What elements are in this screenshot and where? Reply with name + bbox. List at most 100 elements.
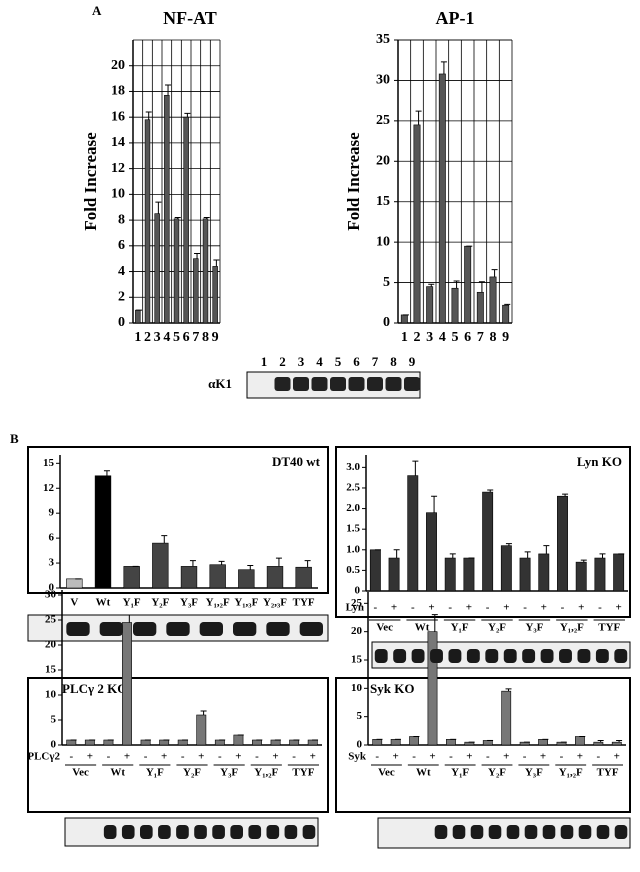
group-label: TYF (597, 767, 619, 779)
group-label: Y₁,₂F (560, 622, 584, 634)
blot-band (577, 649, 591, 663)
y-tick-label: 10 (45, 689, 57, 701)
group-label: Vec (378, 767, 395, 779)
x-tick-label: - (144, 751, 148, 763)
group-label: Y₁F (451, 767, 469, 779)
y-tick-label: 0 (383, 315, 390, 330)
blot-band (595, 649, 609, 663)
bar (238, 569, 255, 589)
bar (307, 739, 318, 746)
bar (372, 739, 383, 746)
group-label: TYF (598, 622, 620, 634)
blot-band (434, 825, 448, 839)
x-tick-label: Wt (96, 597, 111, 609)
x-tick-label: 2 (414, 330, 421, 345)
blot-lane-label: 7 (372, 354, 379, 369)
blot-band (503, 649, 517, 663)
bar (501, 690, 512, 746)
y-tick-label: 18 (111, 84, 125, 99)
blot-band (522, 649, 536, 663)
bar (463, 557, 475, 592)
error-bar (415, 110, 422, 125)
x-tick-label: - (486, 751, 490, 763)
x-tick-label: 5 (173, 330, 180, 345)
blot-band (266, 622, 290, 636)
y-axis-label: Fold Increase (81, 132, 100, 231)
y-tick-label: 3.0 (346, 461, 360, 473)
error-bar (174, 217, 181, 219)
error-bar (487, 489, 494, 493)
blot (377, 817, 631, 849)
chart-title: PLCγ 2 KO (62, 681, 127, 696)
bar (482, 740, 493, 746)
blot-band (506, 825, 520, 839)
chart-title: NF-AT (163, 8, 217, 28)
x-tick-label: 7 (192, 330, 199, 345)
x-tick-label: 8 (490, 330, 497, 345)
x-tick-label: 1 (134, 330, 141, 345)
x-tick-label: - (561, 602, 565, 614)
group-label: Y₃F (525, 622, 543, 634)
bar (295, 566, 312, 589)
bar (444, 557, 456, 592)
bar (266, 566, 284, 589)
bar (502, 304, 510, 324)
bar (270, 739, 281, 746)
blot-lane-label: 3 (298, 354, 305, 369)
error-bar (393, 549, 400, 559)
panel-frame (335, 446, 631, 618)
y-tick-label: 12 (111, 161, 125, 176)
x-tick-label: 4 (163, 330, 170, 345)
bar (388, 557, 400, 592)
y-tick-label: 15 (376, 194, 390, 209)
blot-band (233, 622, 257, 636)
blot-band (560, 825, 574, 839)
group-label: Wt (416, 767, 431, 779)
bar (289, 739, 300, 746)
blot-band (133, 622, 157, 636)
bar (519, 557, 531, 592)
error-bar (275, 557, 282, 567)
bar (426, 512, 437, 592)
blot-band (248, 825, 262, 839)
x-tick-label: 4 (439, 330, 446, 345)
bar (214, 739, 225, 746)
bar (252, 739, 262, 746)
y-tick-label: 30 (376, 73, 390, 88)
y-tick-label: 20 (351, 625, 363, 637)
x-tick-label: 5 (452, 330, 459, 345)
y-axis-label: Fold Increase (344, 132, 363, 231)
bar (409, 736, 419, 746)
error-bar (478, 281, 485, 293)
x-tick-label: V (70, 597, 78, 609)
group-label: Y₁F (451, 622, 469, 634)
y-tick-label: 25 (45, 614, 57, 626)
x-tick-label: + (310, 751, 316, 763)
x-tick-label: + (235, 751, 241, 763)
x-tick-label: + (272, 751, 278, 763)
x-tick-label: Y₁,₂F (206, 597, 230, 609)
x-tick-label: + (429, 751, 435, 763)
y-tick-label: 0 (51, 739, 57, 751)
x-tick-label: 7 (477, 330, 484, 345)
error-bar (524, 551, 531, 559)
error-bar (213, 259, 220, 267)
chart-title: Syk KO (370, 681, 414, 696)
error-bar (543, 545, 550, 554)
x-tick-label: - (449, 751, 453, 763)
y-tick-label: 5 (51, 714, 57, 726)
x-tick-label: + (616, 602, 622, 614)
x-tick-label: 3 (426, 330, 433, 345)
blot-band (374, 649, 388, 663)
group-label: Vec (376, 622, 393, 634)
bar (202, 218, 209, 324)
y-tick-label: 15 (43, 457, 55, 469)
x-tick-label: - (411, 602, 415, 614)
group-label: Y₃F (220, 767, 238, 779)
blot (64, 817, 319, 847)
x-tick-label: Y₁,₃F (234, 597, 258, 609)
y-tick-label: 6 (49, 532, 55, 544)
bar (94, 475, 112, 589)
x-tick-label: 2 (144, 330, 151, 345)
y-tick-label: 20 (111, 58, 125, 73)
